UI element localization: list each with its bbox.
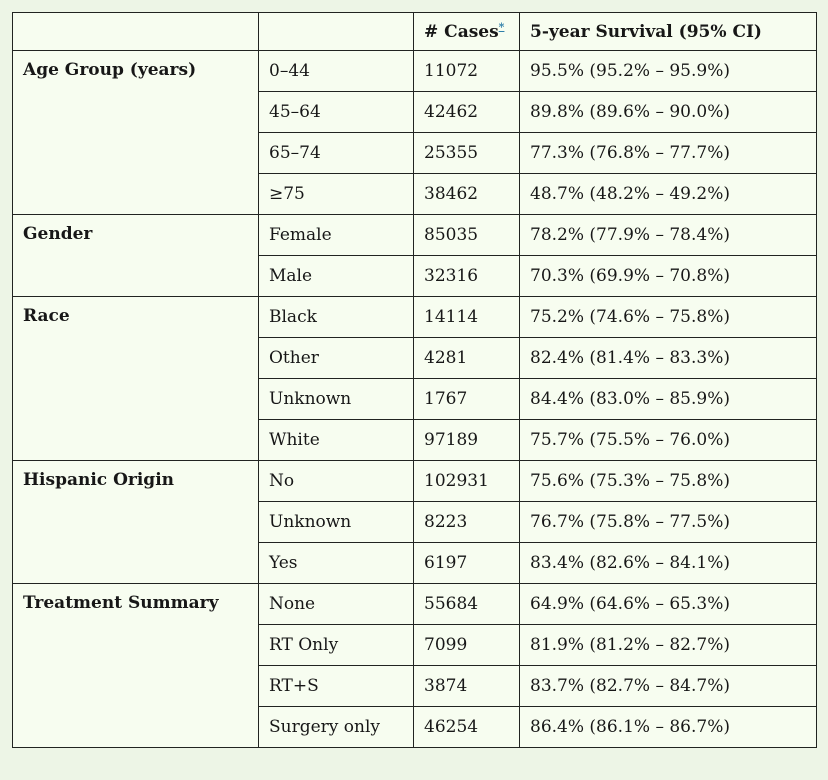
category-cell: Gender: [12, 214, 259, 297]
survival-cell: 75.7% (75.5% – 76.0%): [519, 419, 817, 461]
survival-cell: 83.7% (82.7% – 84.7%): [519, 665, 817, 707]
cases-cell: 25355: [413, 132, 520, 174]
survival-cell: 84.4% (83.0% – 85.9%): [519, 378, 817, 420]
survival-cell: 77.3% (76.8% – 77.7%): [519, 132, 817, 174]
cases-cell: 11072: [413, 50, 520, 92]
header-category-cell: [12, 12, 259, 51]
cases-footnote-link[interactable]: *: [498, 19, 505, 33]
table-row: ≥75 38462 48.7% (48.2% – 49.2%): [13, 173, 817, 215]
table-row: Unknown 8223 76.7% (75.8% – 77.5%): [13, 501, 817, 543]
table-row: White 97189 75.7% (75.5% – 76.0%): [13, 419, 817, 461]
table-row: Surgery only 46254 86.4% (86.1% – 86.7%): [13, 706, 817, 748]
cases-cell: 6197: [413, 542, 520, 584]
table-row: Age Group (years) 0–44 11072 95.5% (95.2% –…: [12, 50, 817, 215]
level-cell: RT Only: [258, 624, 414, 666]
level-cell: White: [258, 419, 414, 461]
table-row: Other 4281 82.4% (81.4% – 83.3%): [13, 337, 817, 379]
cases-cell: 32316: [413, 255, 520, 297]
level-cell: None: [258, 583, 414, 625]
level-cell: ≥75: [258, 173, 414, 215]
survival-cell: 95.5% (95.2% – 95.9%): [519, 50, 817, 92]
survival-cell: 89.8% (89.6% – 90.0%): [519, 91, 817, 133]
table-row: Unknown 1767 84.4% (83.0% – 85.9%): [13, 378, 817, 420]
table-row: Yes 6197 83.4% (82.6% – 84.1%): [13, 542, 817, 584]
table-row: RT Only 7099 81.9% (81.2% – 82.7%): [13, 624, 817, 666]
cases-cell: 14114: [413, 296, 520, 338]
survival-cell: 81.9% (81.2% – 82.7%): [519, 624, 817, 666]
cases-cell: 46254: [413, 706, 520, 748]
category-cell: Race: [12, 296, 259, 461]
cases-column-label: # Cases: [424, 21, 499, 42]
level-cell: 65–74: [258, 132, 414, 174]
survival-cell: 64.9% (64.6% – 65.3%): [519, 583, 817, 625]
cases-cell: 42462: [413, 91, 520, 133]
level-cell: Male: [258, 255, 414, 297]
table-row: Gender Female 85035 78.2% (77.9% – 78.4%): [12, 214, 817, 297]
cases-cell: 85035: [413, 214, 520, 256]
level-cell: Yes: [258, 542, 414, 584]
category-cell: Age Group (years): [12, 50, 259, 215]
cases-cell: 97189: [413, 419, 520, 461]
header-survival-cell: 5-year Survival (95% CI): [519, 12, 817, 51]
survival-cell: 75.6% (75.3% – 75.8%): [519, 460, 817, 502]
survival-cell: 82.4% (81.4% – 83.3%): [519, 337, 817, 379]
survival-cell: 86.4% (86.1% – 86.7%): [519, 706, 817, 748]
category-cell: Treatment Summary: [12, 583, 259, 748]
table-row: Hispanic Origin No 102931 75.6% (75.3% – 75…: [12, 460, 817, 584]
survival-cell: 78.2% (77.9% – 78.4%): [519, 214, 817, 256]
survival-cell: 75.2% (74.6% – 75.8%): [519, 296, 817, 338]
level-cell: RT+S: [258, 665, 414, 707]
cases-cell: 8223: [413, 501, 520, 543]
level-cell: Unknown: [258, 501, 414, 543]
level-cell: No: [258, 460, 414, 502]
level-cell: Female: [258, 214, 414, 256]
header-row: # Cases* 5-year Survival (95% CI): [12, 12, 817, 51]
cases-cell: 38462: [413, 173, 520, 215]
cases-cell: 55684: [413, 583, 520, 625]
level-cell: Unknown: [258, 378, 414, 420]
level-cell: 0–44: [258, 50, 414, 92]
cases-cell: 102931: [413, 460, 520, 502]
table-row: Male 32316 70.3% (69.9% – 70.8%): [13, 255, 817, 297]
table-row: 65–74 25355 77.3% (76.8% – 77.7%): [13, 132, 817, 174]
survival-cell: 83.4% (82.6% – 84.1%): [519, 542, 817, 584]
table-row: Race Black 14114 75.2% (74.6% – 75.8%): [12, 296, 817, 461]
table-body: Age Group (years) 0–44 11072 95.5% (95.2% –…: [12, 50, 817, 748]
table-row: Treatment Summary None 55684 64.9% (64.6% –…: [12, 583, 817, 748]
cases-cell: 3874: [413, 665, 520, 707]
cases-cell: 7099: [413, 624, 520, 666]
survival-cell: 48.7% (48.2% – 49.2%): [519, 173, 817, 215]
level-cell: Black: [258, 296, 414, 338]
category-cell: Hispanic Origin: [12, 460, 259, 584]
survival-cell: 76.7% (75.8% – 77.5%): [519, 501, 817, 543]
level-cell: 45–64: [258, 91, 414, 133]
cases-cell: 4281: [413, 337, 520, 379]
table-row: RT+S 3874 83.7% (82.7% – 84.7%): [13, 665, 817, 707]
level-cell: Surgery only: [258, 706, 414, 748]
header-cases-cell: # Cases*: [413, 12, 520, 51]
level-cell: Other: [258, 337, 414, 379]
survival-statistics-table: # Cases* 5-year Survival (95% CI) Age Gr…: [12, 12, 817, 748]
header-level-cell: [258, 12, 414, 51]
survival-cell: 70.3% (69.9% – 70.8%): [519, 255, 817, 297]
cases-cell: 1767: [413, 378, 520, 420]
table-row: 45–64 42462 89.8% (89.6% – 90.0%): [13, 91, 817, 133]
